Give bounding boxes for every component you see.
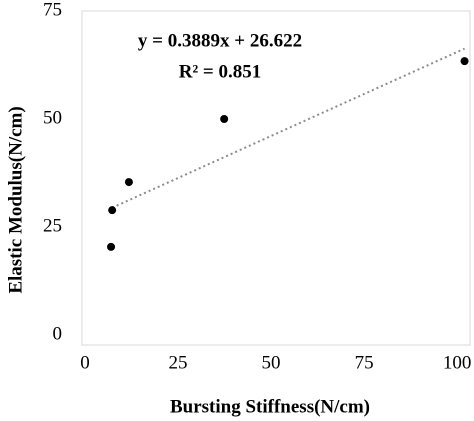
y-tick-label: 50 bbox=[43, 107, 62, 128]
y-tick-label: 75 bbox=[43, 0, 62, 20]
y-tick-label: 25 bbox=[43, 215, 62, 236]
x-tick-label: 75 bbox=[355, 352, 374, 373]
x-tick-label: 25 bbox=[169, 352, 188, 373]
y-tick-label: 0 bbox=[53, 323, 63, 344]
point bbox=[124, 178, 133, 187]
y-axis-title: Elastic Modulus(N/cm) bbox=[5, 106, 26, 293]
point bbox=[220, 115, 229, 123]
point bbox=[108, 206, 117, 215]
x-tick-label: 0 bbox=[80, 352, 90, 373]
x-tick-label: 50 bbox=[262, 352, 281, 373]
x-axis-title: Bursting Stiffness(N/cm) bbox=[170, 396, 370, 417]
x-tick-label: 100 bbox=[443, 352, 472, 373]
point bbox=[107, 242, 116, 251]
plot-frame bbox=[81, 10, 471, 346]
trend-equation: y = 0.3889x + 26.622 bbox=[138, 30, 302, 51]
point bbox=[460, 57, 469, 66]
trend-r-squared: R² = 0.851 bbox=[179, 61, 262, 82]
trendline bbox=[111, 47, 465, 209]
